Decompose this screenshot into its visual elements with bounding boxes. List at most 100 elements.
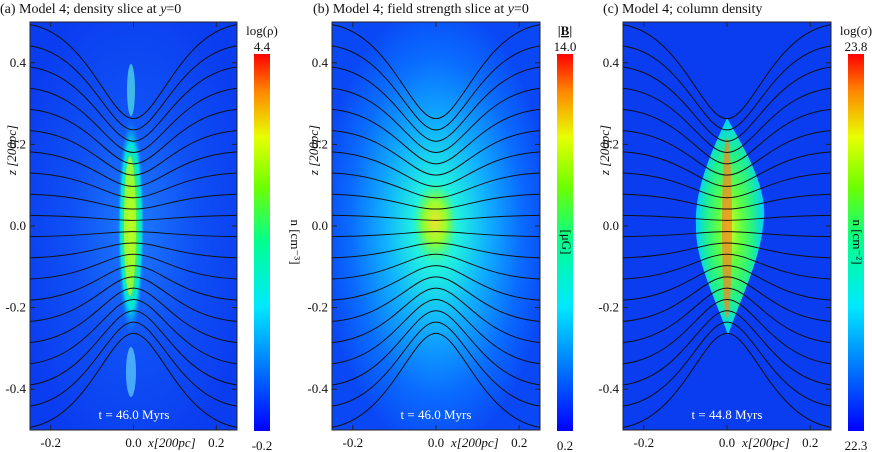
field-line	[29, 242, 238, 259]
colorbar-unit: [μG]	[559, 229, 574, 254]
colorbar-label-top: log(σ)	[840, 23, 872, 38]
lens-core	[722, 138, 732, 318]
colorbar-min: 22.3	[845, 438, 868, 452]
field-line	[331, 332, 541, 428]
y-tick-label: 0.0	[10, 218, 26, 233]
colorbar-min: -0.2	[252, 438, 273, 452]
field-line	[331, 321, 541, 407]
field-line	[29, 287, 238, 344]
colorbar	[557, 54, 573, 431]
field-line	[622, 265, 832, 301]
panel-title: (a) Model 4; density slice at y=0	[0, 2, 181, 17]
time-label: t = 46.0 Myrs	[99, 407, 170, 422]
field-line	[622, 276, 832, 322]
y-tick-label: 0.2	[603, 136, 619, 151]
y-tick-label: 0.0	[603, 218, 619, 233]
field-line	[331, 265, 541, 301]
x-tick-label: 0.2	[802, 435, 818, 450]
colorbar	[848, 54, 864, 431]
field-line	[29, 151, 238, 187]
field-line	[622, 287, 832, 344]
x-tick-label: 0.0	[428, 435, 444, 450]
y-tick-label: -0.4	[307, 381, 328, 396]
field-lines	[622, 24, 832, 428]
colorbar-max: 23.8	[845, 39, 868, 54]
field-line	[331, 66, 541, 142]
field-line	[331, 276, 541, 322]
x-tick-label: -0.2	[634, 435, 655, 450]
field-line	[622, 253, 832, 280]
y-axis-label: z [200pc]	[306, 125, 321, 176]
y-ticks: -0.4 -0.2 0.0 0.2 0.4	[5, 55, 237, 396]
x-axis-label: x[200pc]	[741, 435, 790, 450]
field-line	[622, 24, 832, 120]
field-line	[622, 151, 832, 187]
time-label: t = 46.0 Myrs	[401, 407, 472, 422]
field-line	[29, 321, 238, 407]
field-line	[331, 108, 541, 165]
x-axis-label: x[200pc]	[147, 435, 196, 450]
x-tick-label: 0.2	[208, 435, 224, 450]
field-core	[413, 182, 457, 262]
x-tick-label: 0.0	[125, 435, 141, 450]
field-line	[622, 172, 832, 199]
field-line	[29, 45, 238, 131]
field-line	[331, 193, 541, 210]
field-line	[622, 108, 832, 165]
colorbar-unit: n [cm⁻²]	[850, 219, 865, 264]
field-line	[622, 193, 832, 210]
field-line	[331, 310, 541, 386]
field-line	[331, 172, 541, 199]
colorbar-max: 14.0	[554, 39, 577, 54]
field-line	[331, 24, 541, 120]
field-line	[29, 276, 238, 322]
colorbar-unit: n [cm⁻³]	[288, 219, 303, 264]
field-line	[29, 130, 238, 176]
field-line	[622, 298, 832, 365]
y-axis-label: z [200pc]	[4, 125, 19, 176]
field-line	[331, 231, 541, 238]
field-line	[331, 253, 541, 280]
y-tick-label: 0.0	[312, 218, 328, 233]
field-line	[331, 130, 541, 176]
x-tick-label: -0.2	[40, 435, 61, 450]
y-tick-label: 0.2	[10, 136, 26, 151]
field-line	[29, 253, 238, 280]
y-tick-label: -0.4	[598, 381, 619, 396]
field-line	[29, 265, 238, 301]
field-line	[331, 287, 541, 344]
panel-title: (b) Model 4; field strength slice at y=0	[313, 2, 529, 17]
field-line	[331, 45, 541, 131]
jet-upper	[127, 64, 135, 116]
y-tick-label: 0.4	[603, 55, 620, 70]
y-tick-label: 0.4	[10, 55, 27, 70]
jet-lower	[126, 347, 136, 397]
field-lines	[331, 24, 541, 428]
field-lines	[29, 24, 238, 428]
colorbar	[254, 54, 270, 431]
field-line	[29, 298, 238, 365]
field-line	[29, 231, 238, 238]
field-line	[29, 310, 238, 386]
y-tick-label: 0.4	[312, 55, 329, 70]
y-tick-label: -0.2	[307, 300, 328, 315]
x-tick-label: -0.2	[343, 435, 364, 450]
x-ticks: -0.2 0.0 0.2	[343, 22, 527, 450]
field-line	[622, 87, 832, 154]
y-tick-label: 0.2	[312, 136, 328, 151]
colorbar-min: 0.2	[557, 438, 573, 452]
x-ticks: -0.2 0.0 0.2	[40, 22, 224, 450]
field-line	[622, 332, 832, 428]
field-line	[29, 172, 238, 199]
field-line	[331, 298, 541, 365]
field-line	[29, 87, 238, 154]
field-line	[29, 24, 238, 120]
x-tick-label: 0.2	[511, 435, 527, 450]
y-tick-label: -0.2	[5, 300, 26, 315]
field-line	[29, 332, 238, 428]
field-line	[622, 214, 832, 221]
y-axis-label: z [200pc]	[597, 125, 612, 176]
field-line	[29, 193, 238, 210]
field-line	[622, 130, 832, 176]
